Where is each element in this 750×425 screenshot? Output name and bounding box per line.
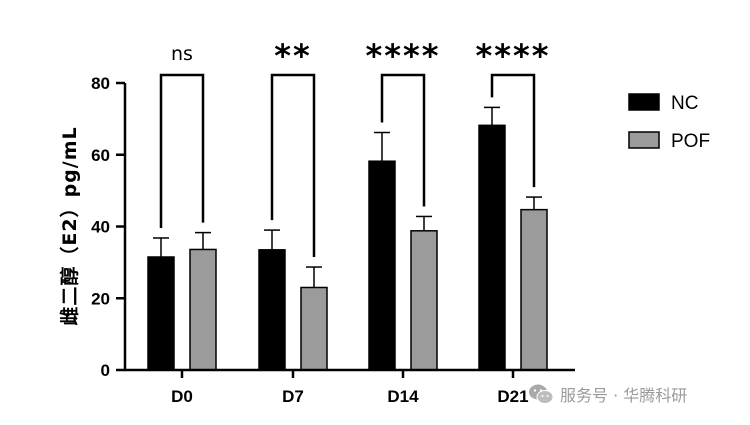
significance-bracket — [270, 73, 316, 258]
significance-label: **** — [366, 37, 441, 75]
y-tick-label: 80 — [91, 74, 110, 93]
bars-group — [147, 106, 548, 371]
y-tick-label: 20 — [91, 289, 110, 308]
legend-swatch-pof — [628, 131, 660, 149]
legend-label-nc: NC — [671, 93, 698, 114]
legend: NC POF — [628, 93, 710, 152]
x-tick-label: D0 — [171, 387, 193, 406]
x-tick-label: D14 — [387, 387, 419, 406]
legend-label-pof: POF — [671, 131, 710, 152]
bar-nc-d21 — [478, 124, 506, 371]
y-axis: 0 20 40 60 80 — [91, 74, 127, 380]
bar-nc-d14 — [368, 160, 396, 371]
x-tick-label: D7 — [282, 387, 304, 406]
bar-nc-d7 — [258, 249, 286, 371]
significance-label: **** — [476, 37, 551, 75]
bar-pof-d14 — [410, 230, 438, 371]
bar-pof-d21 — [520, 208, 548, 371]
significance-label: ** — [274, 37, 311, 75]
bar-pof-d0 — [189, 248, 217, 371]
watermark-text: 服务号 · 华腾科研 — [560, 386, 688, 405]
x-axis: D0 D7 D14 D21 — [171, 370, 529, 406]
legend-swatch-nc — [628, 93, 660, 111]
significance-label: ns — [171, 43, 193, 65]
y-tick-label: 60 — [91, 146, 110, 165]
significance-bracket — [159, 73, 205, 228]
bar-nc-d0 — [147, 256, 175, 371]
significance-bracket — [490, 73, 536, 188]
y-tick-label: 0 — [101, 361, 110, 380]
wechat-icon — [529, 384, 554, 404]
y-axis-label: 雌二醇（E2）pg/mL — [58, 126, 81, 325]
significance-bracket — [380, 73, 426, 207]
watermark: 服务号 · 华腾科研 — [528, 382, 687, 406]
y-tick-label: 40 — [91, 218, 110, 237]
x-tick-label: D21 — [497, 387, 528, 406]
significance-brackets: ns ** **** **** — [159, 37, 551, 258]
bar-pof-d7 — [300, 286, 328, 371]
